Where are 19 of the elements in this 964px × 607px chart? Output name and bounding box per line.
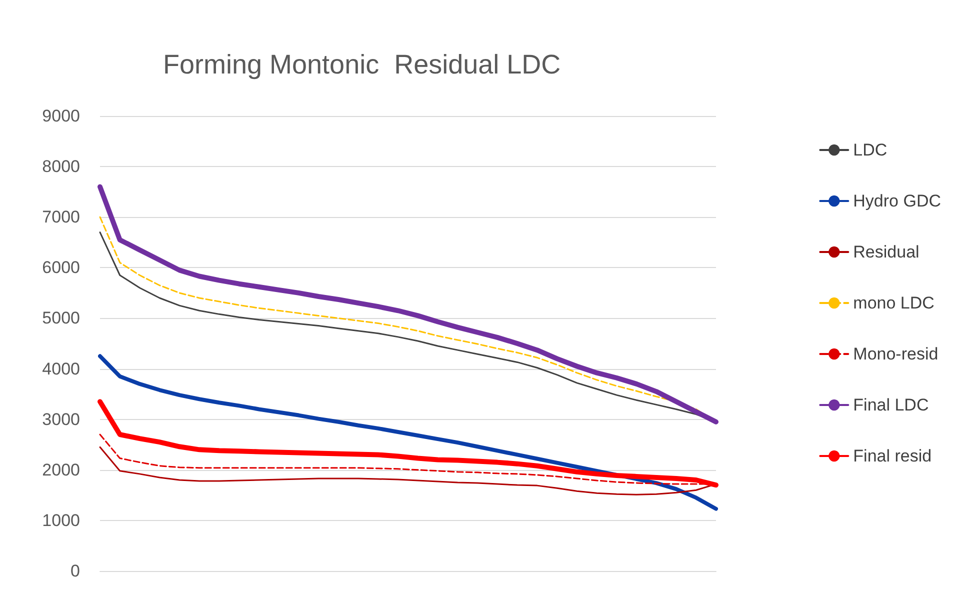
line-series	[98, 354, 718, 511]
legend-label: Final LDC	[853, 396, 929, 414]
y-tick-label: 0	[70, 562, 80, 580]
legend-label: mono LDC	[853, 294, 934, 312]
y-tick-label: 1000	[42, 510, 80, 530]
y-tick-label: 7000	[42, 208, 80, 227]
y-tick-label: 4000	[42, 359, 80, 378]
y-tick-label: 9000	[42, 106, 80, 126]
y-tick-label: 5000	[42, 308, 80, 328]
y-tick-label: 8000	[42, 157, 80, 176]
y-tick-label: 3000	[42, 410, 80, 429]
legend-label: Hydro GDC	[853, 192, 942, 210]
y-tick-label: 6000	[42, 258, 80, 278]
chart-title: Forming Montonic Residual LDC	[163, 50, 561, 80]
legend-label: Residual	[853, 242, 920, 262]
legend-label: Final resid	[853, 446, 932, 466]
y-tick-label: 2000	[42, 460, 80, 480]
legend-label: LDC	[853, 140, 888, 160]
legend-label: Mono-resid	[853, 344, 938, 364]
